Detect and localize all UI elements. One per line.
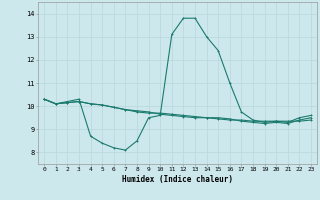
X-axis label: Humidex (Indice chaleur): Humidex (Indice chaleur) (122, 175, 233, 184)
